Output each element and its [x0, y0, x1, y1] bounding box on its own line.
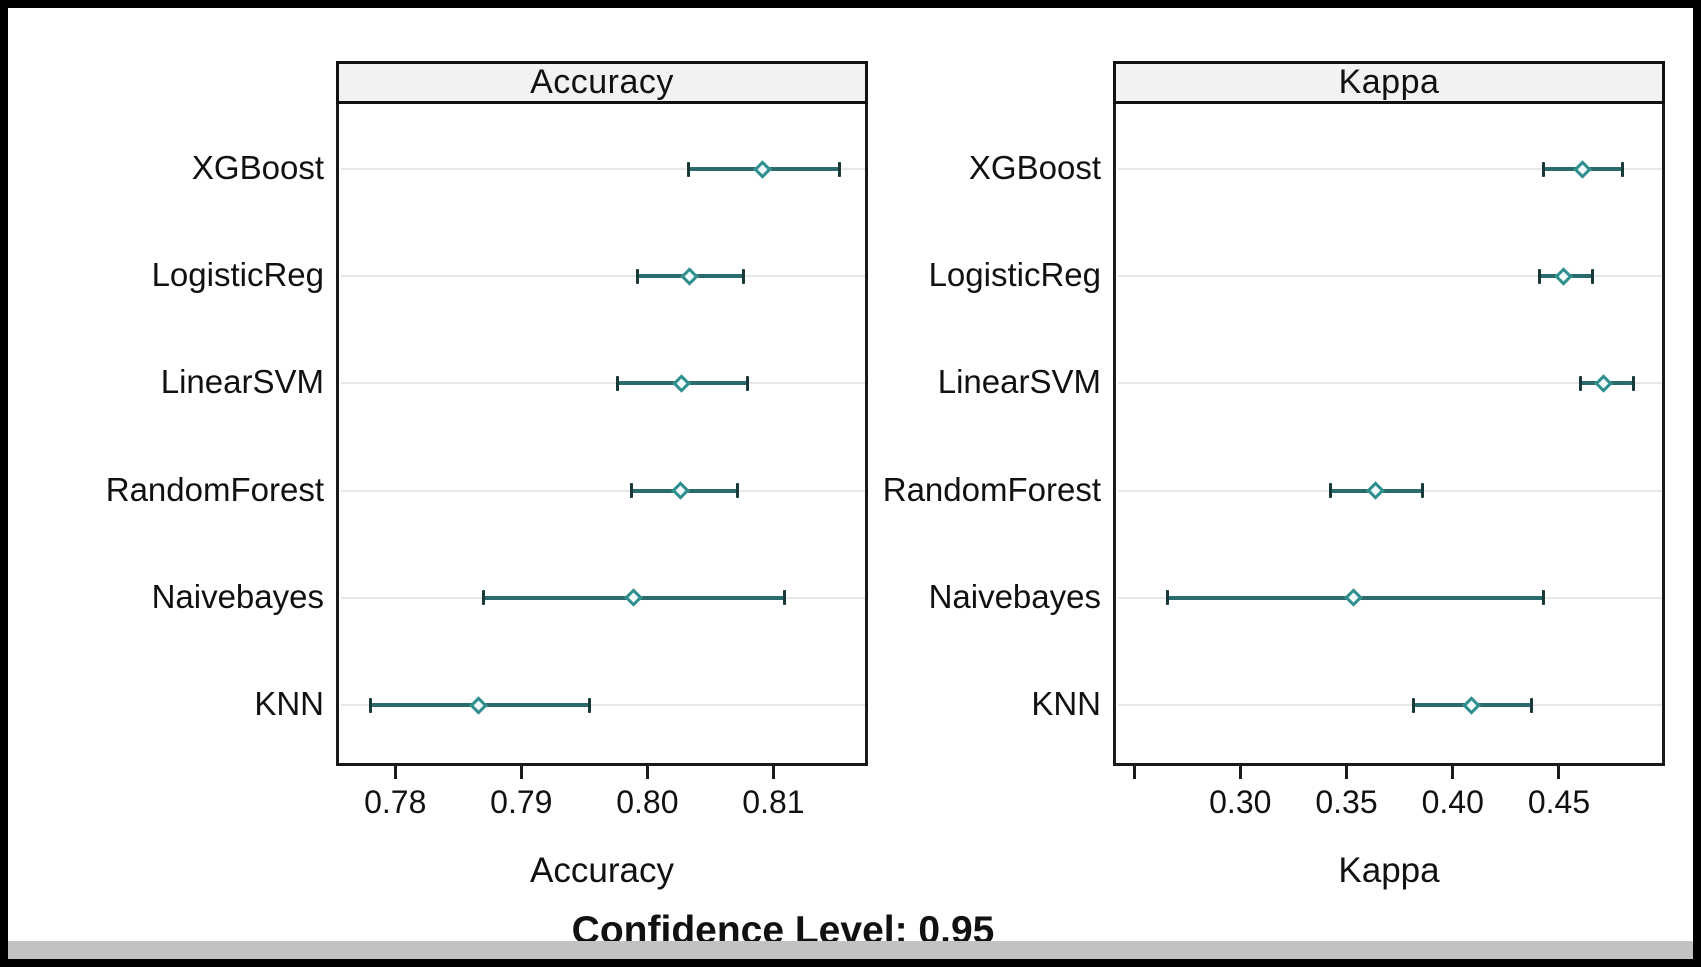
x-tick-0.25 — [1132, 766, 1136, 779]
ci-upper-cap-naivebayes — [782, 590, 786, 606]
mean-diamond-naivebayes — [624, 588, 644, 607]
x-tick-0.78 — [393, 766, 397, 779]
ci-lower-cap-xgboost — [1542, 161, 1546, 177]
ci-lower-cap-linearsvm — [616, 375, 620, 391]
ci-lower-cap-naivebayes — [482, 590, 486, 606]
x-tick-0.3 — [1238, 766, 1242, 779]
x-tick-label-0.8: 0.80 — [616, 784, 679, 820]
mean-diamond-xgboost — [1573, 159, 1592, 179]
ci-upper-cap-randomforest — [735, 483, 739, 499]
ci-lower-cap-xgboost — [686, 161, 690, 177]
accuracy-plot-area — [336, 104, 868, 766]
accuracy-x-axis: 0.78 0.79 0.80 0.81 — [336, 766, 868, 836]
mean-diamond-knn — [469, 695, 489, 715]
mean-diamond-knn — [1462, 695, 1481, 715]
mean-diamond-logisticreg — [1554, 266, 1574, 286]
gridline-knn — [341, 704, 865, 706]
ci-upper-cap-xgboost — [1620, 161, 1624, 177]
ci-lower-cap-logisticreg — [1537, 268, 1541, 284]
mean-diamond-linearsvm — [1594, 374, 1613, 393]
kappa-axis-title: Kappa — [1338, 851, 1440, 890]
gridline-xgboost — [341, 168, 865, 170]
kappa-plot-area — [1113, 104, 1665, 766]
model-label-linearsvm: LinearSVM — [937, 363, 1101, 401]
x-tick-label-0.81: 0.81 — [742, 784, 805, 820]
x-tick-0.8 — [645, 766, 649, 779]
x-tick-0.4 — [1451, 766, 1455, 779]
x-tick-label-0.3: 0.30 — [1209, 784, 1272, 820]
bottom-gray-band — [8, 941, 1693, 959]
x-tick-label-0.45: 0.45 — [1527, 784, 1591, 820]
kappa-x-axis: 0.30 0.35 0.40 0.45 — [1113, 766, 1665, 836]
ci-lower-cap-linearsvm — [1578, 375, 1582, 391]
model-label-xgboost: XGBoost — [968, 149, 1101, 186]
x-tick-label-0.4: 0.40 — [1421, 784, 1484, 820]
mean-diamond-xgboost — [753, 159, 772, 179]
x-tick-label-0.79: 0.79 — [490, 784, 553, 820]
gridline-knn — [1118, 704, 1662, 706]
model-label-naivebayes: Naivebayes — [151, 577, 324, 615]
gridline-logisticreg — [341, 275, 865, 278]
model-label-logisticreg: LogisticReg — [928, 256, 1101, 294]
ci-lower-cap-randomforest — [629, 483, 633, 499]
model-label-linearsvm: LinearSVM — [160, 363, 324, 401]
mean-diamond-linearsvm — [672, 374, 692, 393]
mean-diamond-randomforest — [671, 481, 690, 500]
model-label-naivebayes: Naivebayes — [928, 577, 1101, 615]
model-label-knn: KNN — [1031, 685, 1101, 722]
model-label-xgboost: XGBoost — [191, 149, 324, 186]
x-tick-0.45 — [1557, 766, 1561, 779]
model-label-logisticreg: LogisticReg — [151, 256, 324, 294]
gridline-logisticreg — [1118, 275, 1662, 278]
x-tick-0.35 — [1345, 766, 1348, 779]
model-label-randomforest: RandomForest — [105, 470, 324, 508]
x-tick-0.79 — [519, 766, 523, 779]
ci-upper-cap-linearsvm — [745, 375, 749, 391]
gridline-linearsvm — [1118, 382, 1662, 385]
gridline-xgboost — [1118, 168, 1662, 170]
gridline-linearsvm — [341, 382, 865, 385]
ci-upper-cap-logisticreg — [1590, 268, 1594, 284]
ci-upper-cap-linearsvm — [1631, 375, 1635, 391]
ci-upper-cap-knn — [588, 697, 592, 713]
kappa-panel-title: Kappa — [1338, 63, 1440, 101]
accuracy-panel-title: Accuracy — [530, 63, 674, 101]
ci-lower-cap-logisticreg — [636, 268, 640, 284]
mean-diamond-naivebayes — [1344, 588, 1364, 607]
ci-upper-cap-logisticreg — [742, 268, 746, 284]
ci-upper-cap-knn — [1529, 697, 1533, 713]
ci-upper-cap-naivebayes — [1542, 590, 1546, 606]
ci-upper-cap-xgboost — [837, 161, 841, 177]
ci-lower-cap-knn — [1412, 697, 1416, 713]
x-tick-0.81 — [771, 766, 775, 779]
model-label-knn: KNN — [254, 685, 324, 722]
accuracy-panel-header: Accuracy — [336, 61, 868, 104]
model-label-randomforest: RandomForest — [882, 470, 1101, 508]
x-tick-label-0.78: 0.78 — [364, 784, 427, 820]
mean-diamond-logisticreg — [680, 266, 699, 286]
kappa-panel-header: Kappa — [1113, 61, 1665, 104]
ci-upper-cap-randomforest — [1420, 483, 1424, 499]
accuracy-axis-title: Accuracy — [530, 851, 674, 890]
gridline-randomforest — [341, 489, 865, 492]
ci-lower-cap-knn — [369, 697, 373, 713]
x-tick-label-0.35: 0.35 — [1315, 784, 1378, 820]
ci-lower-cap-randomforest — [1329, 483, 1333, 499]
mean-diamond-randomforest — [1366, 481, 1385, 500]
ci-lower-cap-naivebayes — [1165, 590, 1169, 606]
